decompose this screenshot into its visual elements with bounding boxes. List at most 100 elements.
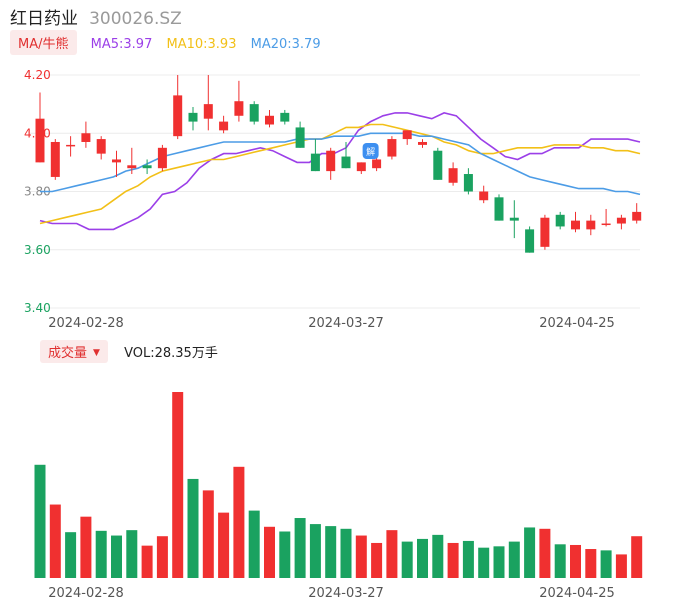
volume-x-tick-label: 2024-04-25 [539,586,615,601]
candle-body[interactable] [372,159,382,169]
volume-bar[interactable] [478,547,490,578]
candle-body[interactable] [341,156,351,169]
volume-toggle-button[interactable]: 成交量 ▼ [40,340,108,363]
volume-bar[interactable] [80,516,92,578]
y-tick-label: 4.20 [24,68,51,82]
volume-bar[interactable] [248,510,260,578]
volume-bar[interactable] [401,541,413,578]
volume-bar[interactable] [141,545,153,578]
candle-body[interactable] [188,112,198,122]
candle-body[interactable] [356,162,366,172]
volume-bar[interactable] [386,530,398,578]
candle-body[interactable] [540,217,550,247]
volume-bar[interactable] [447,542,459,578]
candle-body[interactable] [249,104,259,122]
candle-body[interactable] [402,130,412,140]
event-marker-icon[interactable] [362,143,379,159]
candle-body[interactable] [96,139,106,154]
volume-bar[interactable] [631,536,643,578]
volume-bar[interactable] [187,478,199,578]
ma-legend: MA/牛熊 MA5:3.97 MA10:3.93 MA20:3.79 [10,30,321,55]
volume-bar[interactable] [294,518,306,578]
volume-bar[interactable] [65,532,77,578]
volume-bar[interactable] [355,535,367,578]
candle-body[interactable] [616,217,626,224]
candle-body[interactable] [295,127,305,148]
volume-x-tick-label: 2024-02-28 [48,586,124,601]
volume-bar[interactable] [554,544,566,578]
volume-bar[interactable] [508,541,520,578]
y-tick-label: 3.80 [24,185,51,199]
event-marker-label: 解 [366,146,375,158]
volume-bar[interactable] [432,534,444,578]
candle-body[interactable] [66,144,76,147]
candle-body[interactable] [463,174,473,192]
candle-body[interactable] [479,191,489,201]
x-tick-label: 2024-04-25 [539,316,615,331]
candle-body[interactable] [418,141,427,145]
ma20-line [40,132,641,196]
volume-bar[interactable] [325,526,337,578]
ma5-legend: MA5:3.97 [90,37,153,52]
candle-body[interactable] [203,104,213,119]
volume-bar[interactable] [218,512,230,578]
stock-header: 红日药业 300026.SZ [10,4,182,29]
candle-body[interactable] [525,229,535,253]
volume-bar[interactable] [570,544,581,578]
volume-bar[interactable] [264,526,275,578]
volume-bar[interactable] [111,535,122,578]
volume-bar[interactable] [371,542,383,578]
volume-bar[interactable] [126,530,138,578]
candle-body[interactable] [280,112,290,122]
stock-name: 红日药业 [10,9,78,29]
volume-bar[interactable] [600,550,612,578]
volume-x-tick-label: 2024-03-27 [308,586,384,601]
volume-bar[interactable] [172,392,184,578]
candle-body[interactable] [387,139,397,157]
y-tick-label: 3.40 [24,301,51,315]
volume-bar[interactable] [539,528,551,578]
ma10-legend: MA10:3.93 [166,37,237,52]
volume-bar[interactable] [279,531,291,579]
volume-bar[interactable] [156,536,168,578]
candle-body[interactable] [173,95,183,137]
candle-body[interactable] [448,168,458,183]
candle-body[interactable] [555,214,565,227]
candle-body[interactable] [601,223,611,226]
candle-body[interactable] [433,150,443,180]
volume-bar[interactable] [202,490,214,578]
ma-toggle-button[interactable]: MA/牛熊 [10,30,77,55]
volume-bar[interactable] [462,540,474,578]
candle-body[interactable] [310,153,320,172]
volume-bar[interactable] [417,538,428,578]
volume-bar[interactable] [615,554,627,578]
candle-body[interactable] [81,133,91,142]
volume-bar[interactable] [524,527,536,578]
candle-body[interactable] [142,165,152,169]
volume-bar[interactable] [49,504,61,578]
candle-body[interactable] [326,150,336,172]
volume-bar[interactable] [34,464,46,578]
volume-bar[interactable] [309,524,321,578]
candle-body[interactable] [157,147,167,169]
candle-body[interactable] [234,101,244,116]
volume-bar[interactable] [233,466,245,578]
candle-body[interactable] [35,118,45,163]
candle-body[interactable] [127,165,137,169]
ma5-line [39,112,641,231]
candle-body[interactable] [50,141,60,177]
volume-bar[interactable] [95,530,107,578]
candle-body[interactable] [265,115,274,125]
candle-body[interactable] [494,197,504,221]
candle-body[interactable] [112,159,121,163]
volume-bar[interactable] [585,549,597,578]
candle-body[interactable] [219,121,229,131]
candle-body[interactable] [632,211,642,221]
candle-body[interactable] [571,220,580,230]
volume-bar[interactable] [493,546,505,578]
candle-body[interactable] [509,217,519,221]
volume-bar[interactable] [340,528,352,578]
caret-down-icon: ▼ [93,348,100,358]
candle-body[interactable] [586,220,596,230]
